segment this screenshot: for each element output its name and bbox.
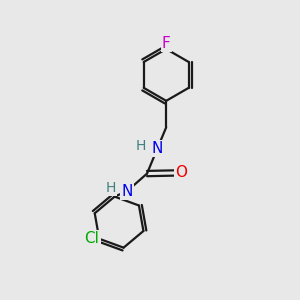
Text: N: N (152, 141, 163, 156)
Text: H: H (106, 181, 116, 195)
Text: H: H (136, 139, 146, 153)
Text: N: N (121, 184, 133, 199)
Text: F: F (162, 36, 171, 51)
Text: Cl: Cl (84, 231, 99, 246)
Text: O: O (176, 166, 188, 181)
